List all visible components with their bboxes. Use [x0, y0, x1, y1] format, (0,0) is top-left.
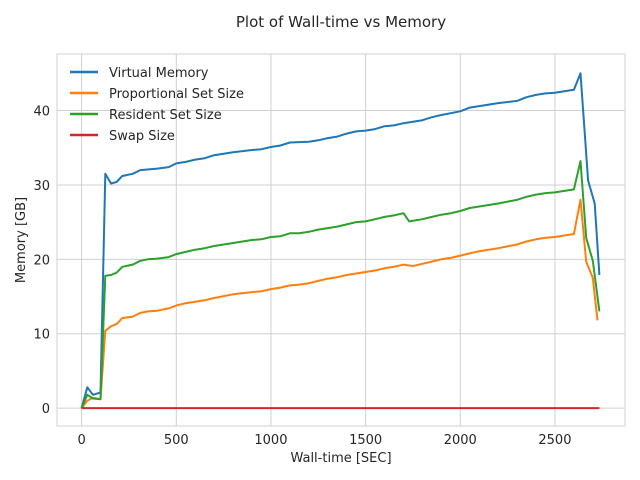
x-tick-label: 2500	[538, 433, 571, 448]
y-axis-title: Memory [GB]	[14, 197, 29, 283]
series-lines	[80, 72, 601, 410]
x-tick-label: 1500	[349, 433, 382, 448]
tick-labels: 0 500 1000 1500 2000 2500 0 10 20 30 40	[33, 105, 571, 448]
y-tick-label: 20	[33, 253, 50, 268]
series-line-2	[80, 160, 601, 409]
x-tick-label: 0	[77, 433, 85, 448]
x-tick-label: 500	[164, 433, 189, 448]
y-tick-label: 0	[42, 402, 50, 417]
x-tick-label: 1000	[254, 433, 287, 448]
y-tick-label: 40	[33, 105, 50, 120]
legend-label: Virtual Memory	[109, 66, 209, 81]
x-tick-label: 2000	[444, 433, 477, 448]
legend: Virtual Memory Proportional Set Size Resid…	[70, 66, 244, 144]
y-tick-label: 30	[33, 179, 50, 194]
plot-frame	[56, 53, 626, 427]
x-axis-title: Wall-time [SEC]	[290, 451, 391, 466]
legend-label: Proportional Set Size	[109, 87, 244, 102]
legend-label: Swap Size	[109, 129, 175, 144]
y-tick-label: 10	[33, 328, 50, 343]
series-line-1	[80, 198, 599, 409]
series-line-0	[80, 72, 601, 409]
chart-title: Plot of Wall-time vs Memory	[236, 13, 446, 31]
legend-label: Resident Set Size	[109, 108, 222, 123]
